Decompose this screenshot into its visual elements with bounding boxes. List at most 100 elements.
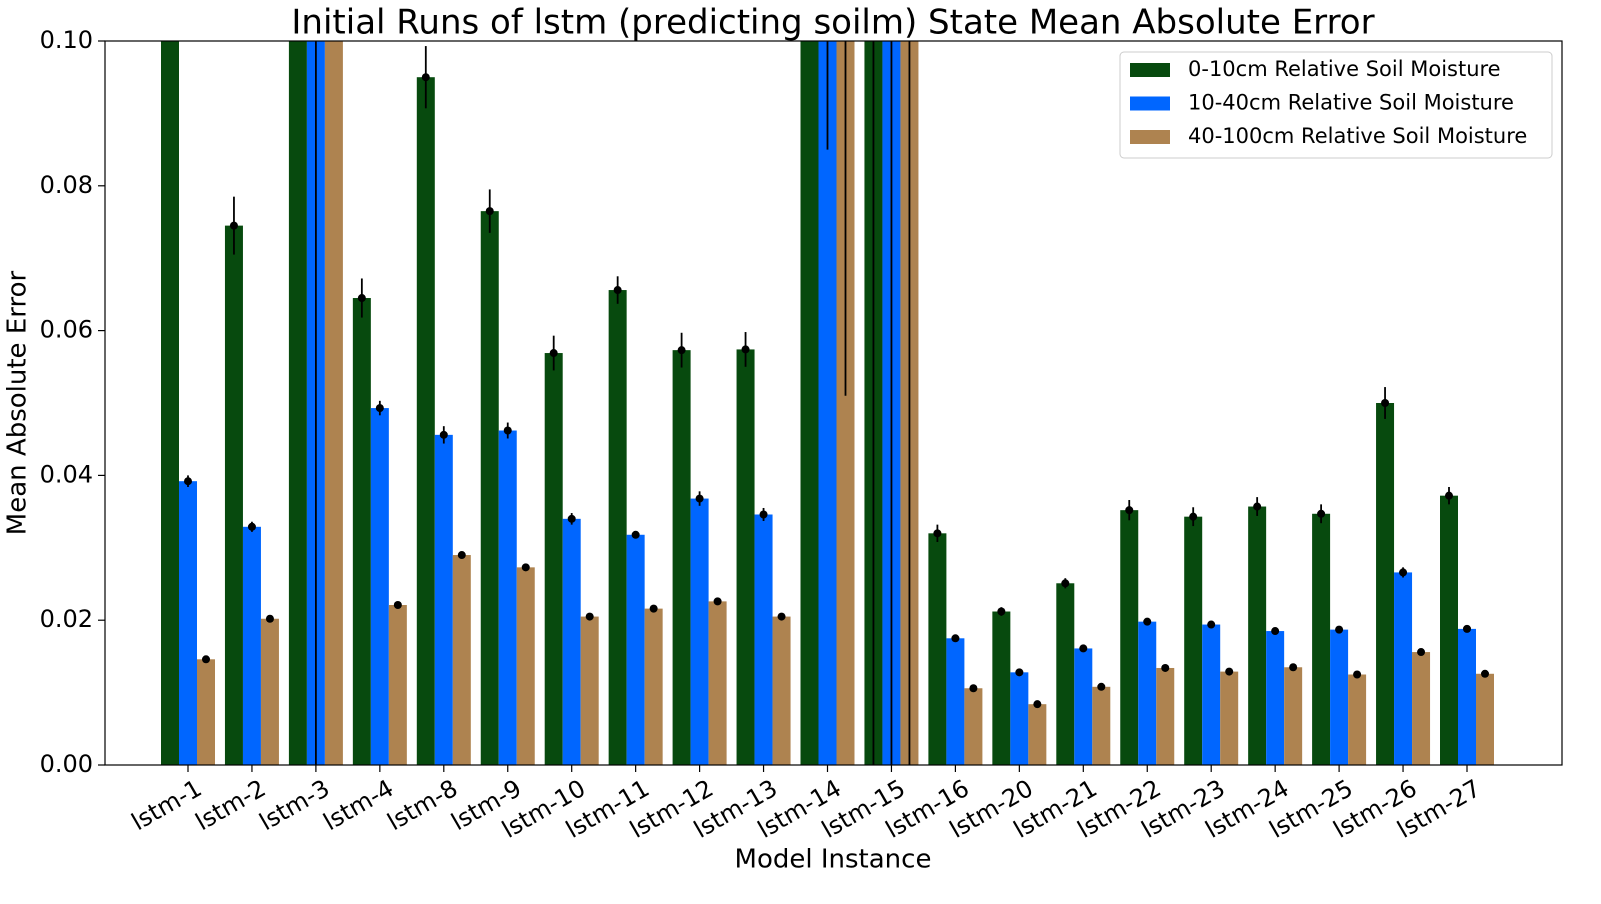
error-point bbox=[1189, 512, 1198, 521]
plot-frame bbox=[104, 40, 1563, 766]
x-tick-label: lstm-8 bbox=[383, 774, 463, 836]
error-point bbox=[1143, 617, 1152, 626]
error-point bbox=[375, 404, 384, 413]
legend-swatch bbox=[1130, 130, 1170, 144]
bar bbox=[416, 77, 435, 765]
error-point bbox=[1097, 682, 1106, 691]
bar bbox=[672, 350, 691, 765]
bar bbox=[260, 618, 279, 765]
error-point bbox=[1317, 509, 1326, 518]
error-point bbox=[503, 426, 512, 435]
error-point bbox=[202, 655, 210, 664]
x-tick-label: lstm-3 bbox=[255, 774, 335, 836]
error-point bbox=[521, 563, 530, 572]
error-point bbox=[1271, 627, 1280, 636]
error-point bbox=[1253, 502, 1262, 511]
error-point bbox=[1207, 620, 1216, 629]
error-point bbox=[393, 600, 402, 609]
bar bbox=[352, 298, 371, 765]
bar bbox=[224, 225, 243, 765]
error-point bbox=[1463, 624, 1471, 633]
bar bbox=[1056, 583, 1075, 765]
legend-label: 0-10cm Relative Soil Moisture bbox=[1188, 57, 1501, 81]
bar bbox=[608, 290, 627, 765]
error-point bbox=[649, 604, 658, 613]
bar bbox=[1376, 403, 1395, 765]
bar bbox=[772, 616, 791, 765]
bar bbox=[370, 408, 389, 765]
error-point bbox=[421, 73, 430, 82]
x-tick-label: lstm-2 bbox=[191, 774, 271, 836]
error-point bbox=[759, 510, 768, 519]
bar bbox=[324, 41, 343, 765]
error-point bbox=[933, 529, 942, 538]
bar bbox=[1202, 624, 1221, 765]
y-tick-label: 0.00 bbox=[40, 750, 93, 778]
error-point bbox=[1335, 625, 1344, 634]
bar bbox=[1092, 686, 1111, 765]
error-point bbox=[485, 207, 494, 216]
y-tick-label: 0.04 bbox=[40, 460, 93, 488]
bar bbox=[626, 534, 645, 765]
legend-label: 40-100cm Relative Soil Moisture bbox=[1188, 124, 1527, 148]
error-point bbox=[777, 612, 786, 621]
error-point bbox=[631, 530, 640, 539]
y-tick-label: 0.08 bbox=[40, 171, 93, 199]
bar bbox=[800, 41, 819, 765]
error-point bbox=[1125, 506, 1134, 515]
bar bbox=[434, 434, 453, 765]
bar bbox=[580, 616, 599, 765]
error-point bbox=[1225, 667, 1234, 676]
bar bbox=[179, 481, 197, 765]
bar bbox=[1248, 506, 1267, 765]
error-point bbox=[1353, 670, 1362, 679]
bar bbox=[1074, 648, 1093, 765]
bar bbox=[242, 526, 261, 765]
bar bbox=[161, 41, 179, 765]
error-point bbox=[1061, 579, 1070, 588]
bar bbox=[708, 601, 727, 765]
bar bbox=[516, 567, 535, 765]
error-point bbox=[1417, 648, 1426, 657]
bar bbox=[1028, 704, 1047, 765]
bar bbox=[1394, 572, 1413, 765]
bar bbox=[818, 41, 837, 765]
bar bbox=[1476, 673, 1494, 765]
bar bbox=[736, 349, 755, 765]
bar bbox=[498, 430, 517, 765]
bar bbox=[452, 555, 471, 765]
y-tick-label: 0.02 bbox=[40, 605, 93, 633]
bar bbox=[690, 498, 709, 765]
bar bbox=[1312, 513, 1331, 765]
error-point bbox=[184, 477, 192, 486]
error-point bbox=[613, 286, 622, 295]
y-axis-label: Mean Absolute Error bbox=[3, 271, 33, 536]
bar bbox=[562, 518, 581, 765]
error-point bbox=[1289, 663, 1298, 672]
bar bbox=[964, 688, 983, 765]
x-tick-label: lstm-1 bbox=[127, 774, 207, 836]
bar bbox=[946, 638, 965, 765]
legend-box bbox=[1119, 51, 1553, 159]
y-tick-label: 0.10 bbox=[40, 26, 93, 54]
error-point bbox=[951, 634, 960, 643]
bar bbox=[644, 608, 663, 765]
bar bbox=[1138, 621, 1157, 765]
bar bbox=[836, 41, 855, 765]
error-point bbox=[567, 514, 576, 523]
error-point bbox=[1445, 491, 1453, 500]
error-point bbox=[969, 684, 978, 693]
legend-swatch bbox=[1130, 63, 1170, 77]
error-point bbox=[1381, 399, 1390, 407]
error-point bbox=[549, 349, 558, 358]
bar bbox=[1220, 671, 1239, 765]
bar bbox=[1266, 631, 1285, 765]
error-point bbox=[1079, 644, 1088, 653]
error-point bbox=[265, 614, 274, 623]
bar bbox=[480, 211, 499, 765]
bar bbox=[1284, 667, 1303, 765]
bar bbox=[1348, 674, 1367, 765]
bar bbox=[1412, 652, 1431, 765]
error-point bbox=[997, 607, 1006, 616]
legend-swatch bbox=[1130, 96, 1170, 111]
